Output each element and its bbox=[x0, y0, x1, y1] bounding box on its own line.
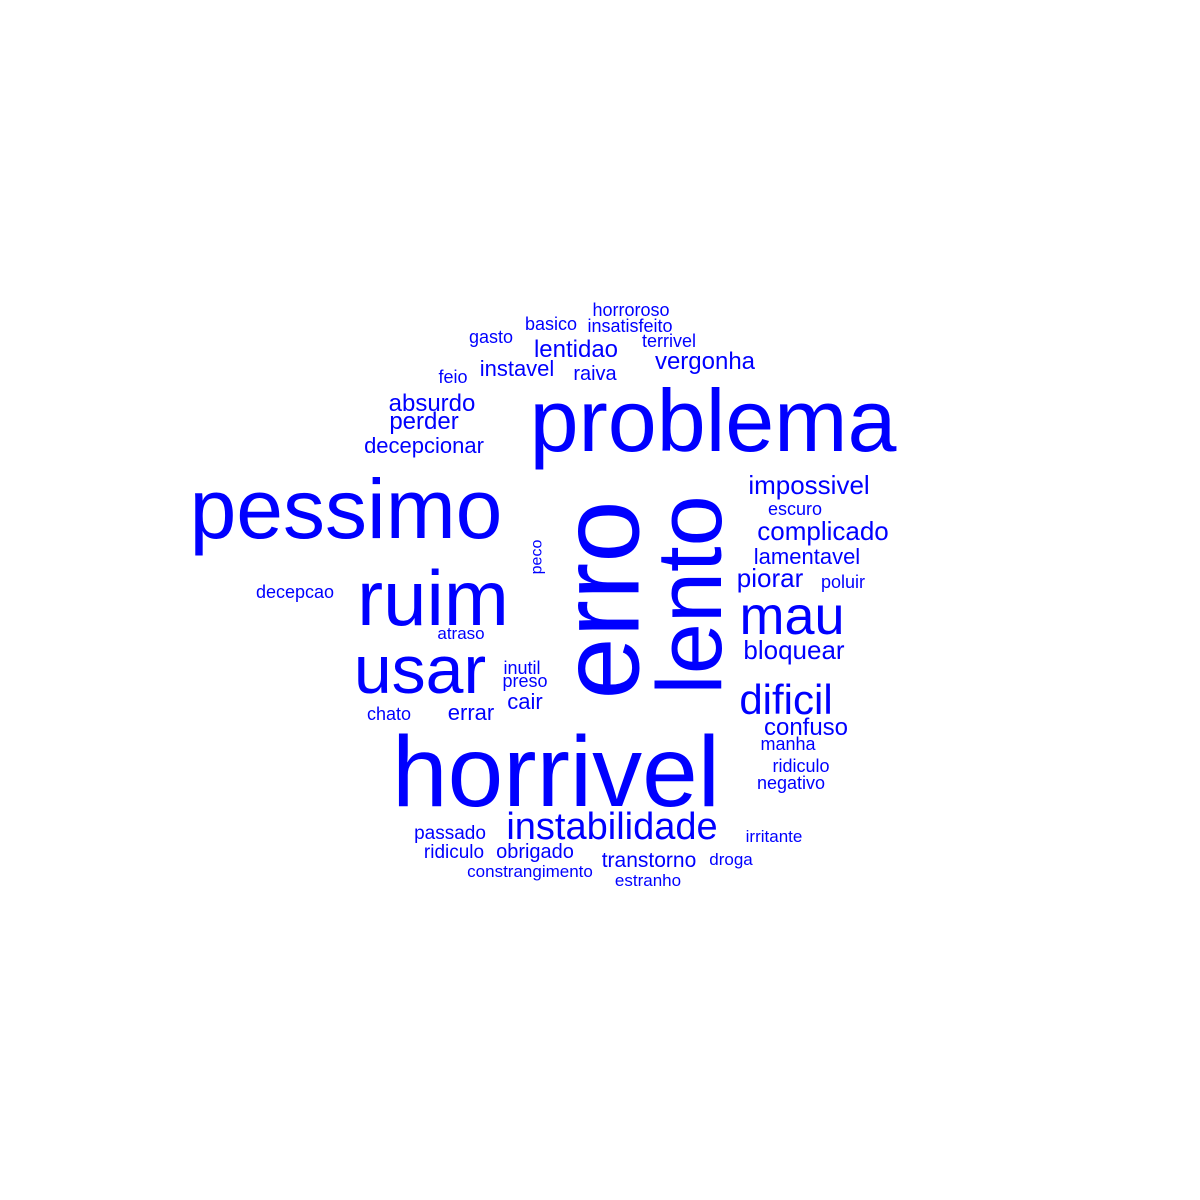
word-passado-42: passado bbox=[414, 823, 486, 844]
word-basico-1: basico bbox=[525, 314, 577, 334]
word-problema-11: problema bbox=[530, 371, 897, 470]
word-lento-20: lento bbox=[639, 495, 741, 695]
word-droga-47: droga bbox=[709, 850, 753, 869]
word-impossivel-14: impossivel bbox=[748, 470, 869, 500]
word-instabilidade-41: instabilidade bbox=[506, 806, 717, 848]
word-confuso-36: confuso bbox=[764, 714, 848, 741]
word-ruim-24: ruim bbox=[357, 554, 509, 642]
word-instavel-7: instavel bbox=[480, 356, 555, 381]
word-errar-35: errar bbox=[448, 700, 494, 725]
word-piorar-22: piorar bbox=[737, 563, 804, 593]
word-mau-26: mau bbox=[739, 586, 844, 646]
word-horroroso-0: horroroso bbox=[592, 300, 669, 320]
word-transtorno-46: transtorno bbox=[602, 849, 697, 872]
word-horrivel-38: horrivel bbox=[392, 716, 720, 828]
word-inutil-30: inutil bbox=[503, 658, 540, 678]
word-absurdo-10: absurdo bbox=[389, 390, 476, 417]
word-constrangimento-48: constrangimento bbox=[467, 862, 593, 881]
word-complicado-17: complicado bbox=[757, 516, 889, 546]
word-decepcao-25: decepcao bbox=[256, 582, 334, 602]
word-feio-9: feio bbox=[438, 367, 467, 387]
word-peco-18: peco bbox=[529, 540, 546, 575]
word-obrigado-45: obrigado bbox=[496, 841, 574, 863]
word-atraso-27: atraso bbox=[437, 624, 484, 643]
word-dificil-32: dificil bbox=[739, 676, 832, 723]
word-erro-19: erro bbox=[538, 500, 663, 699]
word-vergonha-6: vergonha bbox=[655, 348, 756, 375]
word-negativo-40: negativo bbox=[757, 773, 825, 793]
word-terrivel-4: terrivel bbox=[642, 331, 696, 351]
word-gasto-3: gasto bbox=[469, 327, 513, 347]
word-ridiculo-39: ridiculo bbox=[772, 756, 829, 776]
word-perder-12: perder bbox=[389, 408, 458, 435]
word-cair-33: cair bbox=[507, 689, 542, 714]
word-irritante-43: irritante bbox=[746, 827, 803, 846]
word-estranho-49: estranho bbox=[615, 871, 681, 890]
word-poluir-23: poluir bbox=[821, 572, 865, 592]
word-ridiculo-44: ridiculo bbox=[424, 842, 484, 863]
word-chato-34: chato bbox=[367, 704, 411, 724]
word-escuro-16: escuro bbox=[768, 499, 822, 519]
word-insatisfeito-2: insatisfeito bbox=[587, 316, 672, 336]
word-decepcionar-13: decepcionar bbox=[364, 433, 484, 458]
word-lentidao-5: lentidao bbox=[534, 336, 618, 363]
word-raiva-8: raiva bbox=[573, 363, 617, 385]
word-preso-31: preso bbox=[502, 671, 547, 691]
word-lamentavel-21: lamentavel bbox=[754, 544, 860, 569]
word-manha-37: manha bbox=[760, 734, 816, 754]
word-pessimo-15: pessimo bbox=[190, 462, 503, 556]
word-usar-29: usar bbox=[354, 632, 486, 708]
word-bloquear-28: bloquear bbox=[743, 635, 845, 665]
